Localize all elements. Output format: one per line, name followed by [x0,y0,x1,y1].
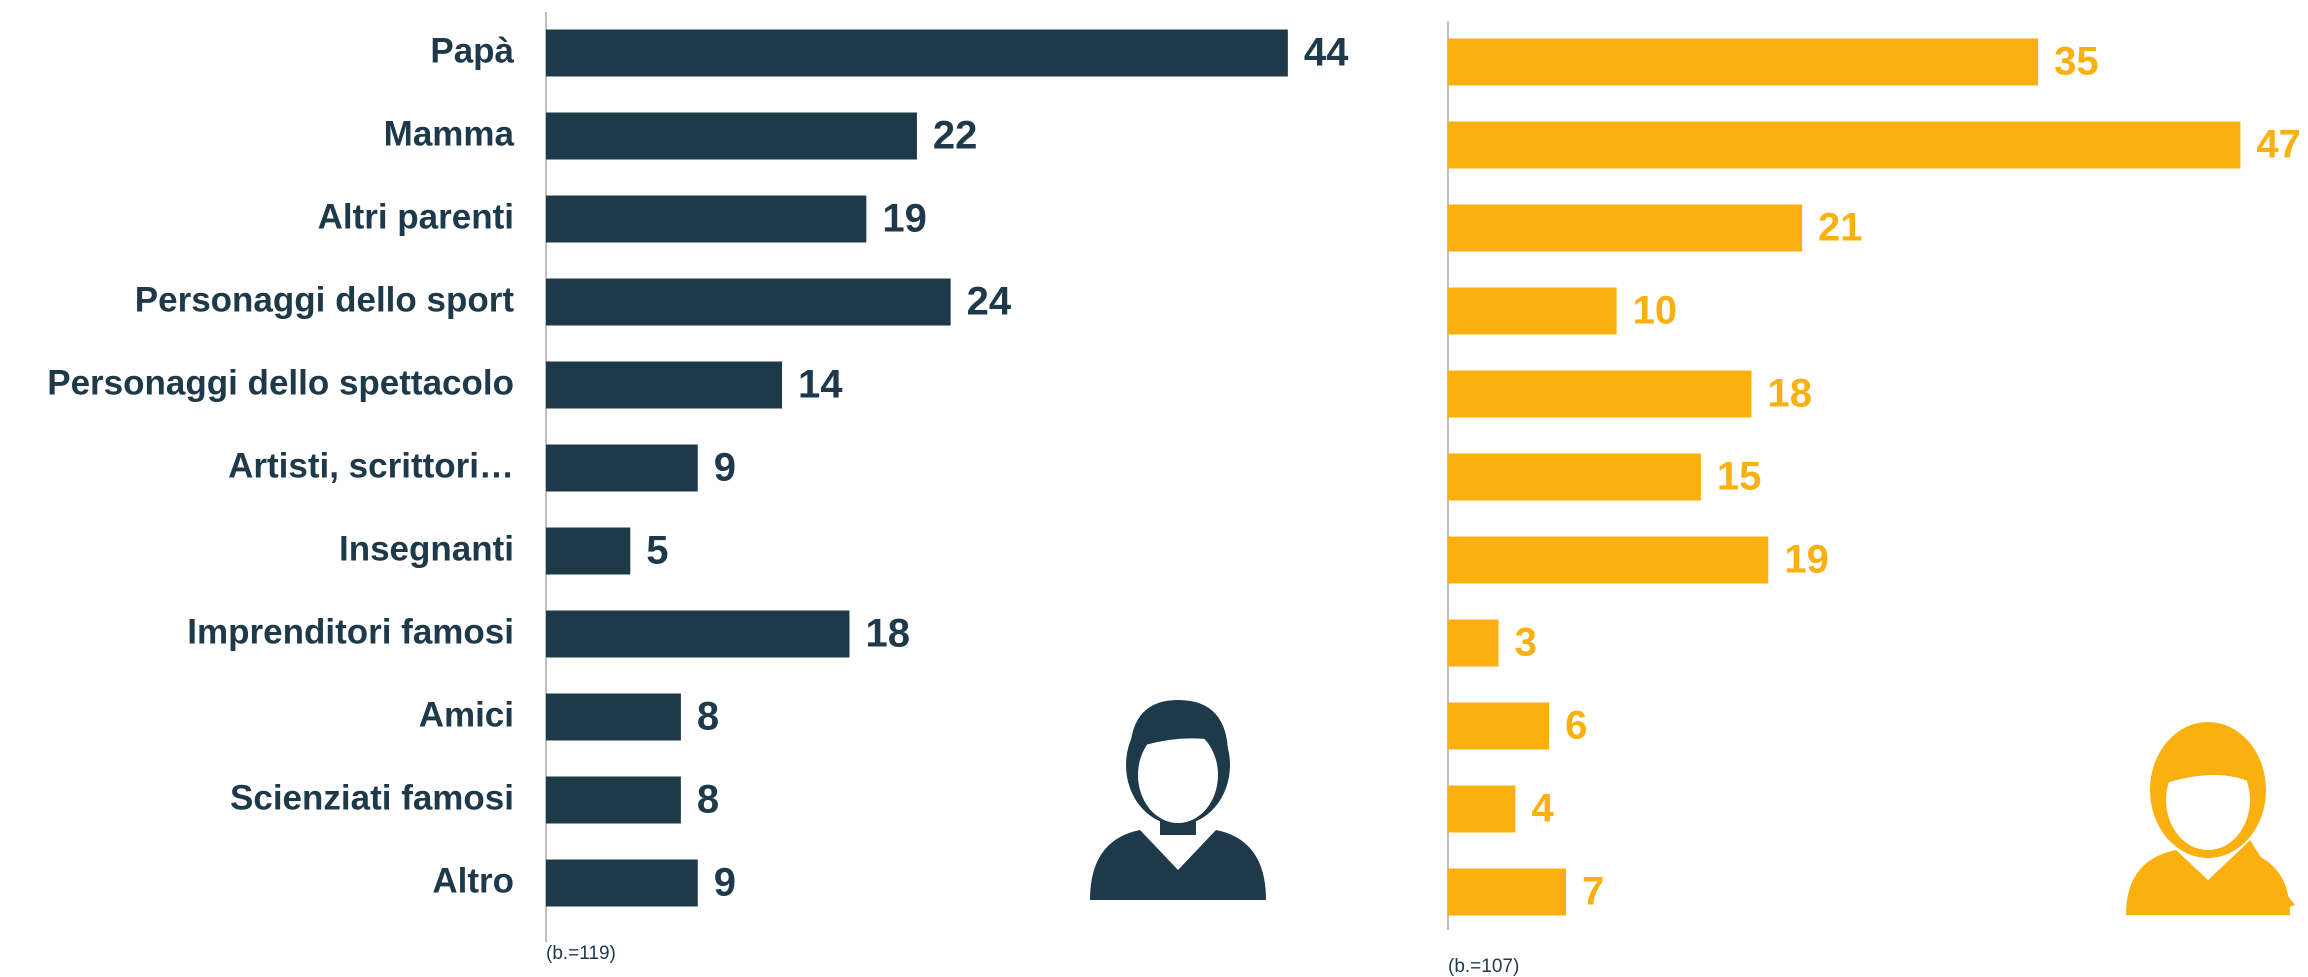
value-label: 24 [967,280,1012,324]
category-label: Papà [430,31,514,70]
value-label: 44 [1304,31,1349,75]
value-label: 6 [1565,704,1587,748]
bar [1448,370,1752,418]
bar [1448,287,1617,335]
value-label: 9 [714,446,736,490]
bar [546,29,1288,77]
category-label: Personaggi dello sport [135,280,515,319]
bar [546,693,681,741]
bar [546,195,867,243]
bar [1448,38,2039,86]
value-label: 8 [697,778,719,822]
category-label: Altro [432,861,514,900]
base-note: (b.=119) [546,943,616,964]
value-label: 19 [882,197,927,241]
value-label: 22 [933,114,978,158]
value-label: 4 [1531,787,1554,831]
value-label: 14 [798,363,843,407]
bar [546,112,917,160]
bar [1448,453,1701,501]
value-label: 15 [1717,455,1762,499]
category-label: Personaggi dello spettacolo [47,363,514,402]
category-label: Mamma [384,114,515,153]
bar [546,278,951,326]
female-icon [2126,722,2295,915]
bar [1448,702,1550,750]
bar [1448,121,2241,169]
category-label: Amici [419,695,514,734]
bar [546,361,783,409]
bar [1448,619,1499,667]
value-label: 8 [697,695,719,739]
bar [546,527,631,575]
bar [1448,204,1803,252]
value-label: 10 [1633,289,1678,333]
value-label: 18 [1767,372,1812,416]
bar [546,444,698,492]
value-label: 47 [2256,123,2301,167]
value-label: 9 [714,861,736,905]
bar [546,859,698,907]
value-label: 7 [1582,870,1604,914]
value-label: 18 [865,612,910,656]
value-label: 35 [2054,40,2099,84]
value-label: 5 [646,529,668,573]
category-label: Imprenditori famosi [187,612,514,651]
category-label: Artisti, scrittori… [228,446,514,485]
category-label: Insegnanti [339,529,514,568]
value-label: 3 [1515,621,1537,665]
male-icon [1090,700,1266,900]
bar [1448,868,1567,916]
bar [1448,785,1516,833]
value-label: 19 [1784,538,1829,582]
category-label: Altri parenti [318,197,514,236]
category-label: Scienziati famosi [230,778,514,817]
bar [1448,536,1769,584]
base-note: (b.=107) [1448,956,1519,977]
bar [546,610,850,658]
bar [546,776,681,824]
value-label: 21 [1818,206,1863,250]
